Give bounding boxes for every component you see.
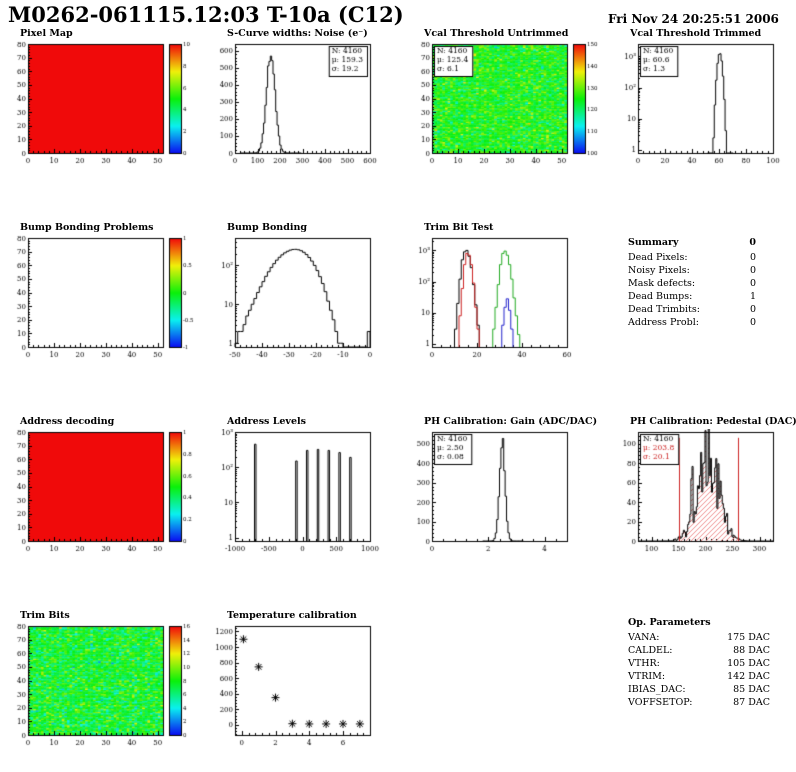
panel-address-levels: Address Levels	[215, 416, 411, 557]
summary-value: 0	[749, 278, 756, 289]
panel-address-decoding: Address decoding	[8, 416, 204, 557]
temperature-calibration-title: Temperature calibration	[227, 610, 357, 621]
vcal-untrimmed-title: Vcal Threshold Untrimmed	[424, 28, 569, 39]
panel-vcal-untrimmed: Vcal Threshold Untrimmed	[412, 28, 608, 169]
scurve-noise-title: S-Curve widths: Noise (e⁻)	[227, 28, 368, 39]
op-label: IBIAS_DAC:	[628, 684, 686, 695]
bump-bonding-problems-map	[8, 235, 204, 363]
summary-row-mask-defects: Mask defects: 0	[628, 277, 756, 290]
summary-value: 0	[749, 252, 756, 263]
summary-row-noisy-pixels: Noisy Pixels: 0	[628, 264, 756, 277]
summary-label: Dead Trimbits:	[628, 304, 700, 315]
ph-pedestal-histogram	[618, 429, 796, 557]
ph-gain-histogram	[412, 429, 608, 557]
ph-pedestal-title: PH Calibration: Pedestal (DAC)	[630, 416, 796, 427]
panel-ph-pedestal: PH Calibration: Pedestal (DAC)	[618, 416, 796, 557]
page-title: M0262-061115.12:03 T-10a (C12)	[8, 2, 404, 27]
summary-label: Noisy Pixels:	[628, 265, 690, 276]
pixel-map-heatmap	[8, 41, 204, 169]
summary-panel: Summary 0 Dead Pixels: 0 Noisy Pixels: 0…	[628, 236, 756, 329]
op-parameters-panel: Op. Parameters VANA: 175 DAC CALDEL: 88 …	[628, 616, 770, 709]
panel-trim-bit-test: Trim Bit Test	[412, 222, 608, 363]
op-row-caldel: CALDEL: 88 DAC	[628, 644, 770, 657]
pixel-map-title: Pixel Map	[20, 28, 73, 39]
summary-label: Address Probl:	[628, 317, 699, 328]
summary-value: 1	[749, 291, 756, 302]
op-row-voffsetop: VOFFSETOP: 87 DAC	[628, 696, 770, 709]
summary-row-dead-pixels: Dead Pixels: 0	[628, 251, 756, 264]
op-label: VTHR:	[628, 658, 660, 669]
op-row-vana: VANA: 175 DAC	[628, 631, 770, 644]
summary-label: Dead Pixels:	[628, 252, 688, 263]
op-value: 105 DAC	[727, 658, 770, 669]
trim-bit-test-title: Trim Bit Test	[424, 222, 494, 233]
panel-bump-bonding: Bump Bonding	[215, 222, 411, 363]
op-row-ibias-dac: IBIAS_DAC: 85 DAC	[628, 683, 770, 696]
bump-bonding-problems-title: Bump Bonding Problems	[20, 222, 154, 233]
panel-vcal-trimmed: Vcal Threshold Trimmed	[618, 28, 796, 169]
trim-bits-title: Trim Bits	[20, 610, 70, 621]
address-decoding-heatmap	[8, 429, 204, 557]
bump-bonding-histogram	[215, 235, 411, 363]
panel-bump-bonding-problems: Bump Bonding Problems	[8, 222, 204, 363]
summary-label: Dead Bumps:	[628, 291, 693, 302]
vcal-trimmed-histogram	[618, 41, 796, 169]
op-value: 88 DAC	[733, 645, 770, 656]
address-levels-title: Address Levels	[227, 416, 306, 427]
trim-bit-test-histogram	[412, 235, 608, 363]
op-parameters-title: Op. Parameters	[628, 617, 711, 628]
summary-value: 0	[749, 265, 756, 276]
op-label: VTRIM:	[628, 671, 666, 682]
summary-row-dead-trimbits: Dead Trimbits: 0	[628, 303, 756, 316]
op-value: 85 DAC	[733, 684, 770, 695]
vcal-trimmed-title: Vcal Threshold Trimmed	[630, 28, 762, 39]
panel-trim-bits: Trim Bits	[8, 610, 204, 751]
trim-bits-heatmap	[8, 623, 204, 751]
op-value: 175 DAC	[727, 632, 770, 643]
address-decoding-title: Address decoding	[20, 416, 115, 427]
summary-row-address-probl: Address Probl: 0	[628, 316, 756, 329]
summary-total: 0	[749, 237, 756, 248]
op-row-vtrim: VTRIM: 142 DAC	[628, 670, 770, 683]
op-value: 87 DAC	[733, 697, 770, 708]
summary-label: Mask defects:	[628, 278, 696, 289]
op-label: VOFFSETOP:	[628, 697, 693, 708]
panel-temperature-calibration: Temperature calibration	[215, 610, 411, 751]
bump-bonding-title: Bump Bonding	[227, 222, 308, 233]
timestamp: Fri Nov 24 20:25:51 2006	[608, 12, 779, 26]
summary-title: Summary	[628, 237, 679, 248]
ph-gain-title: PH Calibration: Gain (ADC/DAC)	[424, 416, 598, 427]
op-label: VANA:	[628, 632, 660, 643]
summary-value: 0	[749, 304, 756, 315]
vcal-untrimmed-heatmap	[412, 41, 608, 169]
op-row-vthr: VTHR: 105 DAC	[628, 657, 770, 670]
temperature-calibration-scatter	[215, 623, 411, 751]
address-levels-histogram	[215, 429, 411, 557]
summary-value: 0	[749, 317, 756, 328]
summary-row-dead-bumps: Dead Bumps: 1	[628, 290, 756, 303]
panel-scurve-noise: S-Curve widths: Noise (e⁻)	[215, 28, 411, 169]
panel-ph-gain: PH Calibration: Gain (ADC/DAC)	[412, 416, 608, 557]
op-value: 142 DAC	[727, 671, 770, 682]
scurve-noise-histogram	[215, 41, 411, 169]
op-label: CALDEL:	[628, 645, 673, 656]
panel-pixel-map: Pixel Map	[8, 28, 204, 169]
